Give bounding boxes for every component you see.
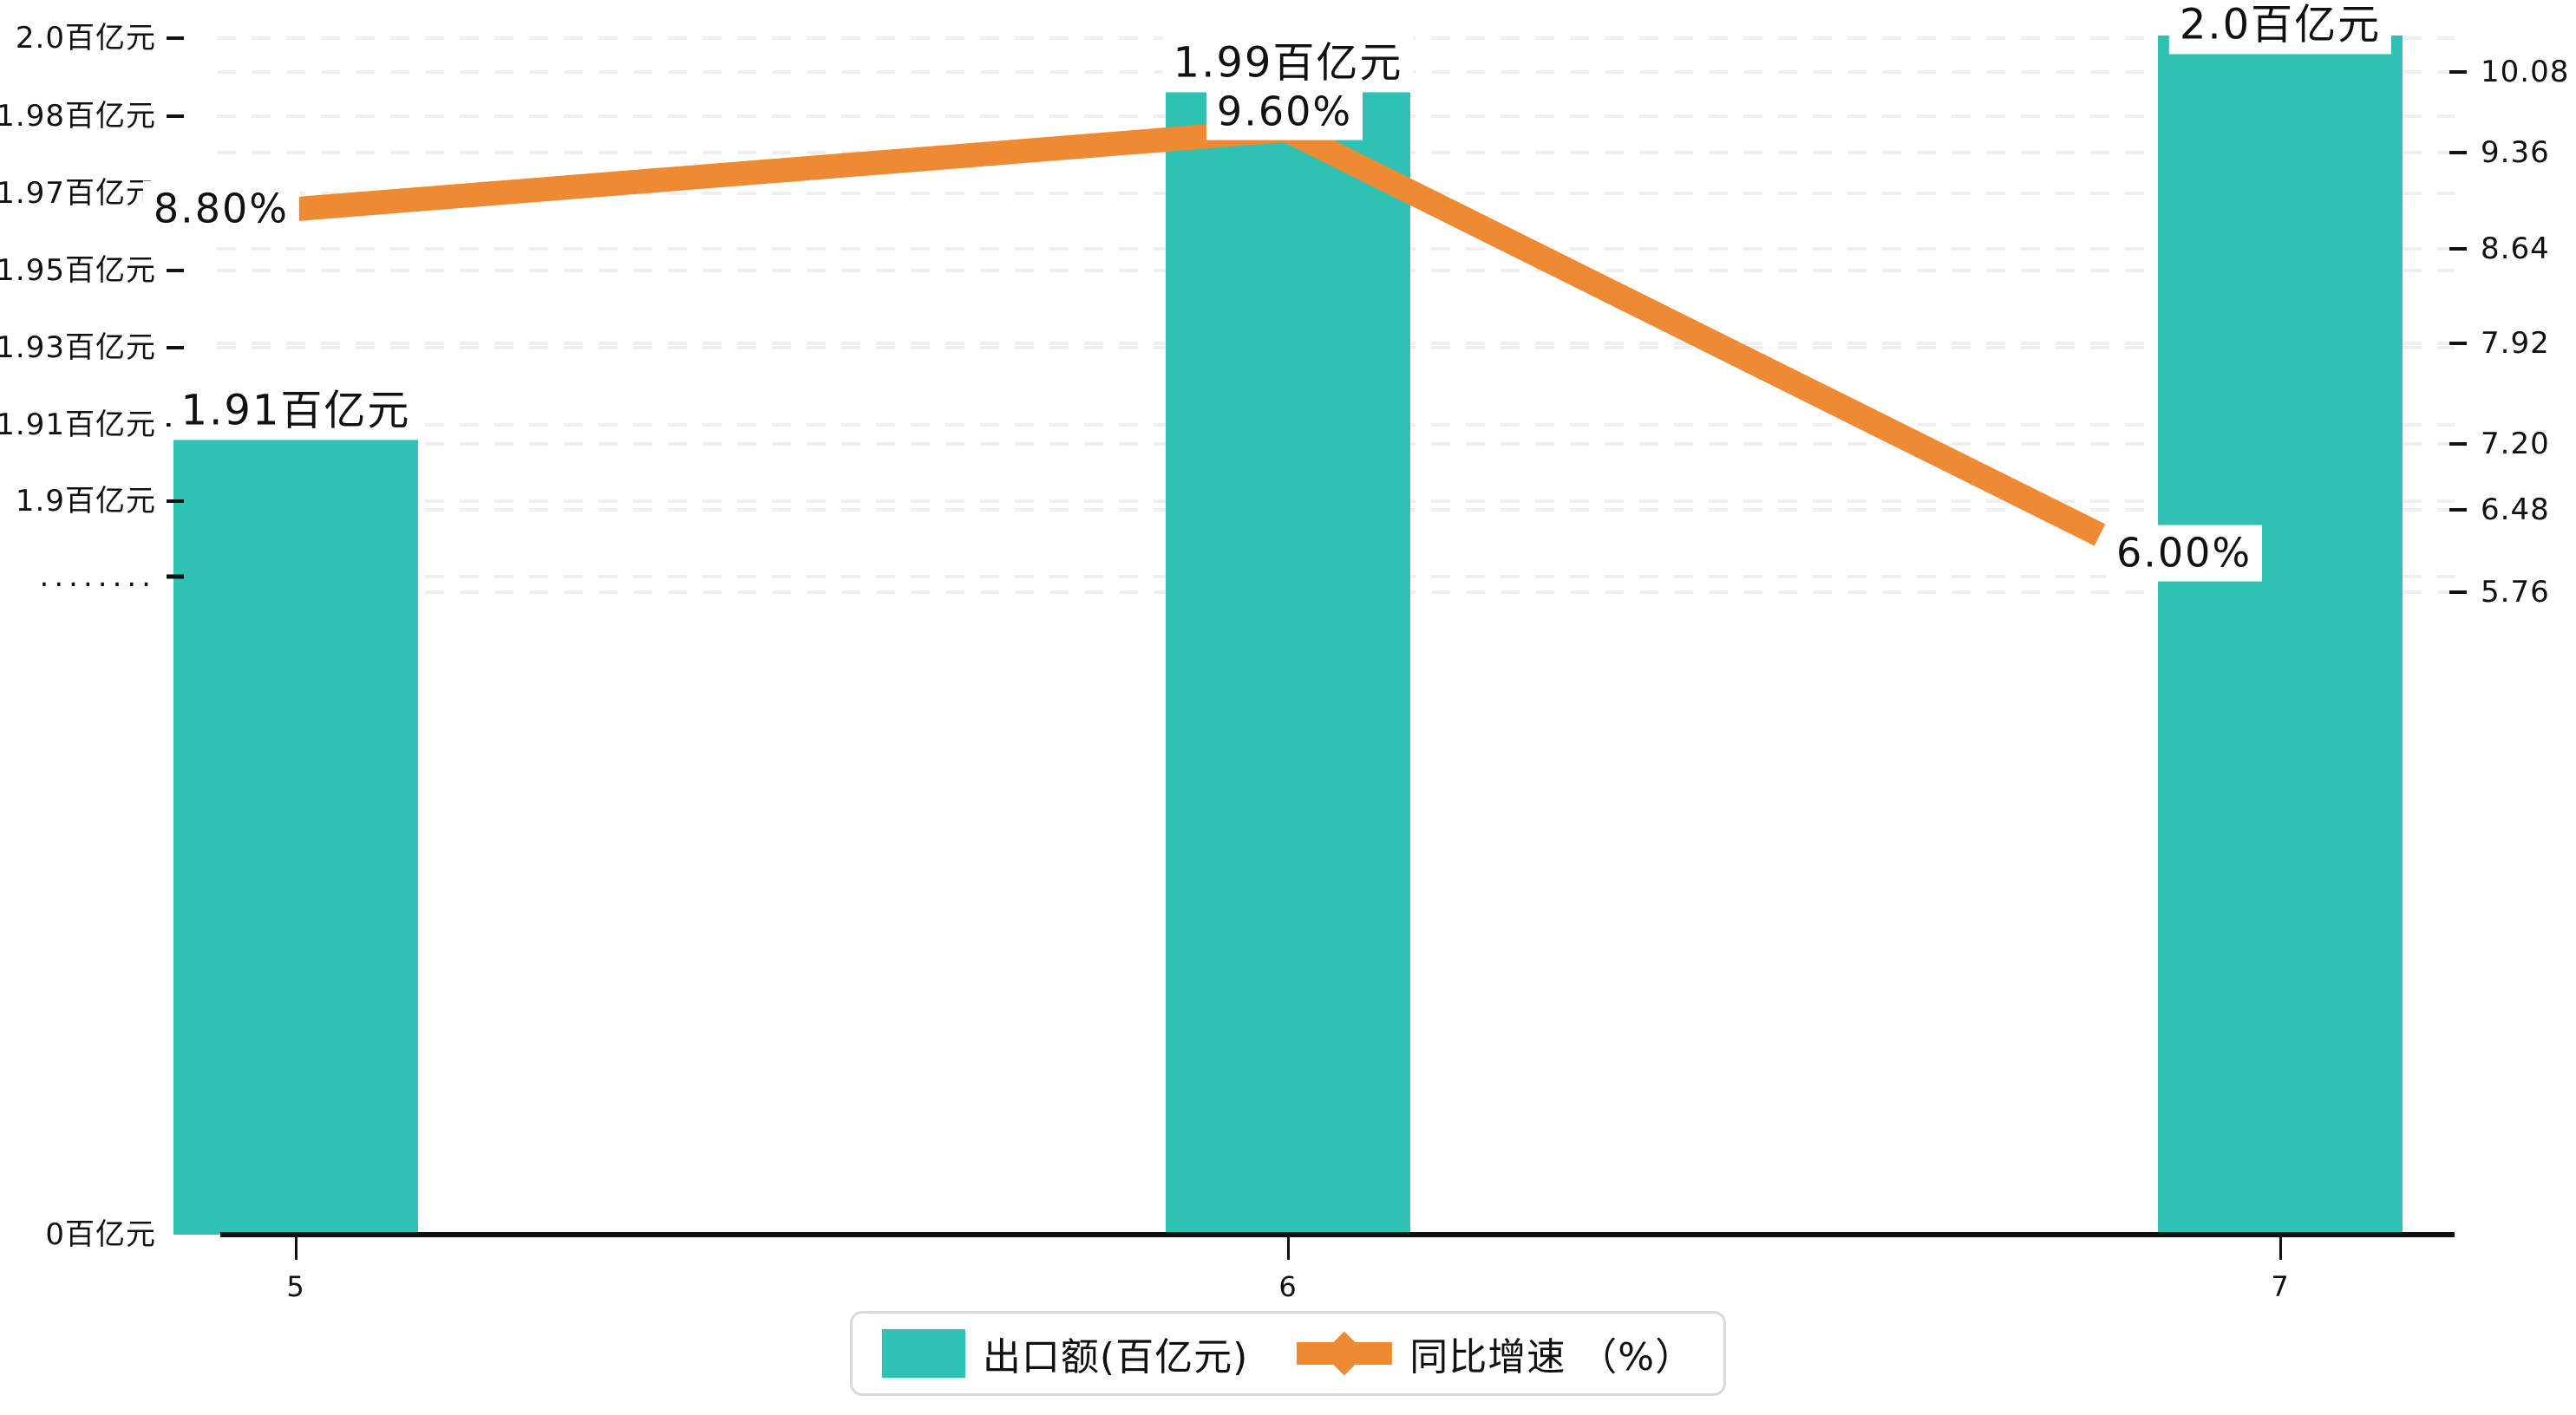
legend-bar-label: 出口额(百亿元) [982, 1335, 1249, 1379]
y-left-tick-8: 0百亿元 [45, 1217, 156, 1252]
legend-line-label: 同比增速 （%） [1409, 1335, 1695, 1379]
bar-data-label-6: 1.99百亿元 [1162, 34, 1414, 93]
y-right-dash-5 [2449, 508, 2467, 512]
y-left-tick-1: 1.98百亿元 [0, 99, 156, 134]
legend-line-swatch-icon [1297, 1329, 1393, 1378]
y-left-tick-4: 1.93百亿元 [0, 330, 156, 365]
bar-series [173, 36, 2403, 1235]
y-left-dash-7 [167, 574, 184, 579]
chart-legend: 出口额(百亿元) 同比增速 （%） [849, 1311, 1727, 1396]
y-right-dash-3 [2449, 342, 2467, 345]
legend-entry-line[interactable]: 同比增速 （%） [1297, 1326, 1694, 1381]
y-left-tick-2: 1.97百亿元 [0, 176, 156, 211]
x-tick-label-2: 7 [2271, 1270, 2290, 1303]
line-data-label-5: 8.80% [142, 180, 299, 238]
legend-entry-bar[interactable]: 出口额(百亿元) [881, 1326, 1249, 1381]
y-right-dash-4 [2449, 442, 2467, 446]
y-left-dash-4 [167, 346, 184, 349]
y-right-dash-6 [2449, 590, 2467, 594]
bar-data-label-5: 1.91百亿元 [170, 381, 422, 440]
y-right-tick-0: 10.08 [2481, 55, 2570, 89]
x-tick-mark-1 [1287, 1237, 1290, 1260]
y-left-tick-5: 1.91百亿元 [0, 408, 156, 442]
y-right-dash-1 [2449, 151, 2467, 154]
x-tick-mark-2 [2279, 1237, 2282, 1260]
bar-7[interactable] [2158, 36, 2403, 1235]
line-data-label-6: 9.60% [1206, 83, 1363, 140]
y-left-tick-3: 1.95百亿元 [0, 253, 156, 288]
legend-line-marker-icon [1322, 1331, 1367, 1376]
y-left-tick-axis-break: ........ [39, 559, 156, 594]
y-right-tick-6: 5.76 [2481, 575, 2550, 610]
x-tick-label-1: 6 [1278, 1270, 1298, 1303]
y-right-dash-0 [2449, 70, 2467, 74]
x-tick-mark-0 [295, 1237, 297, 1260]
line-data-label-7: 6.00% [2106, 525, 2263, 582]
y-right-tick-3: 7.92 [2481, 326, 2550, 361]
y-left-dash-1 [167, 114, 184, 118]
y-left-dash-3 [167, 269, 184, 272]
y-right-tick-1: 9.36 [2481, 135, 2550, 170]
legend-bar-swatch-icon [881, 1329, 965, 1378]
y-left-tick-6: 1.9百亿元 [15, 484, 156, 518]
bar-data-label-7: 2.0百亿元 [2168, 0, 2392, 55]
y-left-dash-0 [167, 36, 184, 40]
y-right-tick-2: 8.64 [2481, 231, 2550, 266]
y-right-tick-5: 6.48 [2481, 492, 2550, 527]
y-left-dash-6 [167, 499, 184, 503]
y-right-tick-4: 7.20 [2481, 427, 2550, 461]
bar-5[interactable] [173, 425, 418, 1235]
bar-6[interactable] [1166, 75, 1410, 1235]
y-right-dash-2 [2449, 247, 2467, 251]
x-tick-label-0: 5 [286, 1270, 305, 1303]
y-left-tick-0: 2.0百亿元 [15, 21, 156, 55]
